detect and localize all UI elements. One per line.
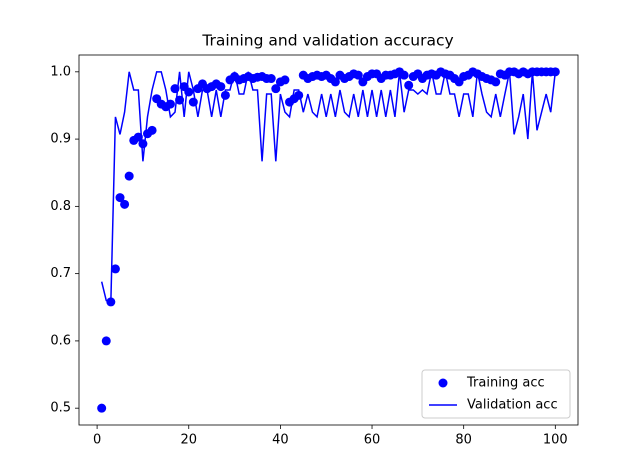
data-point: [147, 125, 157, 135]
legend-label: Training acc: [466, 376, 545, 391]
y-tick-label: 1.0: [50, 64, 71, 79]
legend-marker: [438, 378, 448, 388]
chart-title: Training and validation accuracy: [201, 32, 453, 50]
data-point: [353, 70, 363, 80]
y-tick-label: 0.9: [50, 132, 71, 147]
data-point: [266, 74, 276, 84]
data-point: [115, 193, 125, 203]
plot-frame: [78, 54, 579, 426]
x-tick-label: 80: [455, 433, 472, 448]
data-point: [97, 403, 107, 413]
x-tick-label: 100: [543, 433, 568, 448]
data-point: [138, 139, 148, 149]
data-point: [216, 82, 226, 92]
data-point: [550, 67, 560, 77]
data-point: [404, 80, 414, 90]
y-tick-label: 0.8: [50, 199, 71, 214]
data-point: [491, 77, 501, 87]
legend: Training acc Validation acc: [421, 369, 571, 419]
data-point: [330, 77, 340, 87]
data-point: [271, 84, 281, 94]
x-tick-label: 20: [180, 433, 197, 448]
data-point: [280, 75, 290, 85]
data-point: [124, 171, 134, 181]
data-point: [101, 336, 111, 346]
data-point: [110, 264, 120, 274]
data-point: [399, 70, 409, 80]
x-tick-label: 0: [93, 433, 101, 448]
data-point: [220, 90, 230, 100]
y-tick-label: 0.5: [50, 401, 71, 416]
series-line: [100, 71, 557, 303]
y-tick-label: 0.6: [50, 333, 71, 348]
legend-box: [421, 369, 571, 419]
x-tick-label: 40: [272, 433, 289, 448]
data-point: [120, 199, 130, 209]
y-tick-label: 0.7: [50, 266, 71, 281]
data-point: [184, 87, 194, 97]
x-tick-label: 60: [364, 433, 381, 448]
legend-label: Validation acc: [467, 398, 558, 413]
